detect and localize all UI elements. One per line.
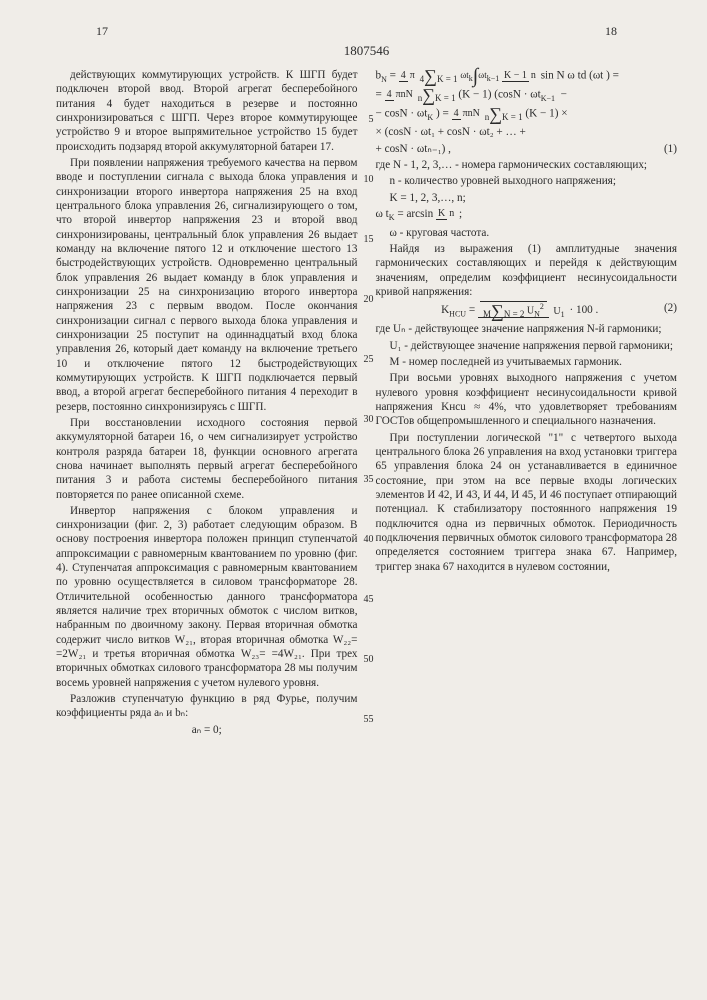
para: Разложив ступенчатую функцию в ряд Фурье… xyxy=(56,692,358,721)
where-n: n - количество уровней выходного напряже… xyxy=(376,174,678,188)
line-mark: 35 xyxy=(364,474,374,487)
formula-khsu: KНСU = M∑N = 2 UN2 U1 · 100 . (2) xyxy=(376,301,678,320)
f: ) = xyxy=(436,108,449,120)
where-K: K = 1, 2, 3,…, n; xyxy=(376,191,678,205)
f: ω t xyxy=(376,208,389,220)
f: = arcsin xyxy=(397,208,433,220)
formula-bn-5: + cosN · ωtₙ₋₁) , (1) xyxy=(376,142,678,156)
line-mark: 25 xyxy=(364,354,374,367)
para: При восстановлении исходного состояния п… xyxy=(56,416,358,502)
formula-bn-4: × (cosN · ωt₁ + cosN · ωt₂ + … + xyxy=(376,125,678,139)
column-left: действующих коммутирующих устройств. К Ш… xyxy=(56,68,358,739)
formula-bn-2: = 4πnN n∑K = 1 (K − 1) (cosN · ωtK−1 − xyxy=(376,87,678,104)
f: sin N ω td (ωt ) = xyxy=(541,70,619,82)
eq-number: (1) xyxy=(664,142,677,156)
line-mark: 5 xyxy=(369,114,374,127)
page-number-right: 18 xyxy=(605,24,617,39)
f: − xyxy=(561,89,567,101)
where-M: M - номер последней из учитываемых гармо… xyxy=(376,355,678,369)
line-mark: 45 xyxy=(364,594,374,607)
formula-bn-1: bN = 4π 4∑K = 1 ωtk∫ωtk−1 K − 1n sin N ω… xyxy=(376,68,678,85)
where-omega: ω - круговая частота. xyxy=(376,226,678,240)
where-U1: U₁ - действующее значение напряжения пер… xyxy=(376,339,678,353)
para-logic: При поступлении логической "1" с четверт… xyxy=(376,431,678,574)
para: Инвертор напряжения с блоком управления … xyxy=(56,504,358,690)
f: · 100 . xyxy=(569,304,598,316)
f: + cosN · ωtₙ₋₁) , xyxy=(376,143,451,155)
where-N: где N - 1, 2, 3,… - номера гармонических… xyxy=(376,158,678,172)
para: При появлении напряжения требуемого каче… xyxy=(56,156,358,414)
formula-aN: aₙ = 0; xyxy=(56,723,358,737)
page-number-left: 17 xyxy=(96,24,108,39)
f: НСU xyxy=(449,310,466,319)
eq-number: (2) xyxy=(664,301,677,315)
line-mark: 40 xyxy=(364,534,374,547)
formula-bn-3: − cosN · ωtK ) = 4πnN n∑K = 1 (K − 1) × xyxy=(376,106,678,123)
line-mark: 55 xyxy=(364,714,374,727)
where-UN: где Uₙ - действующее значение напряжения… xyxy=(376,322,678,336)
line-mark: 15 xyxy=(364,234,374,247)
para-find: Найдя из выражения (1) амплитудные значе… xyxy=(376,242,678,299)
patent-number: 1807546 xyxy=(56,43,677,60)
line-mark: 10 xyxy=(364,174,374,187)
para: действующих коммутирующих устройств. К Ш… xyxy=(56,68,358,154)
line-mark: 20 xyxy=(364,294,374,307)
para-eight-levels: При восьми уровнях выходного напряжения … xyxy=(376,371,678,428)
line-mark: 50 xyxy=(364,654,374,667)
line-mark: 30 xyxy=(364,414,374,427)
column-right: 5 10 15 20 25 30 35 40 45 50 55 bN = 4π … xyxy=(376,68,678,739)
where-wtk: ω tK = arcsin Kn ; xyxy=(376,207,678,223)
f: − cosN · ωt xyxy=(376,108,428,120)
f: (K − 1) (cosN · ωt xyxy=(458,89,540,101)
f: K xyxy=(441,304,449,316)
f: (K − 1) × xyxy=(525,108,567,120)
